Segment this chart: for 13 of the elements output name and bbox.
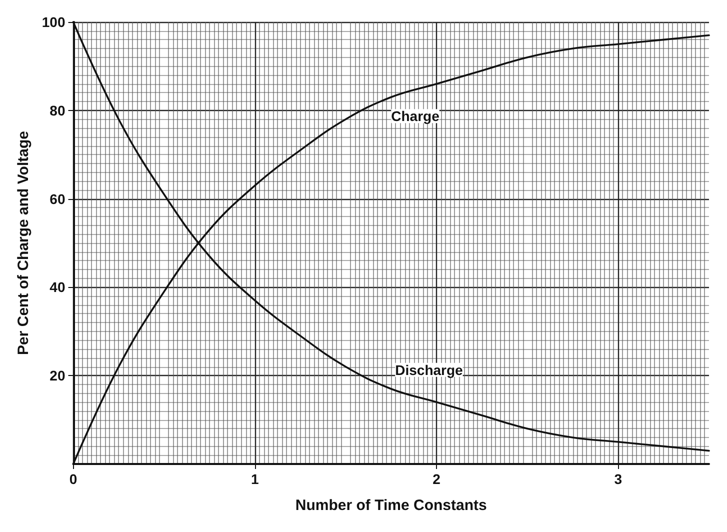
x-tick-label: 0 [69,471,78,487]
x-axis-title: Number of Time Constants [295,497,487,514]
y-tick-label: 20 [50,368,66,384]
series-label: Charge [391,108,440,124]
y-tick-label: 100 [42,14,66,30]
x-tick-label: 1 [251,471,259,487]
series-label: Discharge [395,362,464,378]
y-tick-label: 80 [50,102,66,118]
y-tick-label: 60 [50,190,66,207]
x-tick-label: 2 [432,471,441,487]
x-tick-label: 3 [614,471,622,487]
y-tick-label: 40 [50,279,66,296]
y-axis-title: Per Cent of Charge and Voltage [15,131,32,355]
